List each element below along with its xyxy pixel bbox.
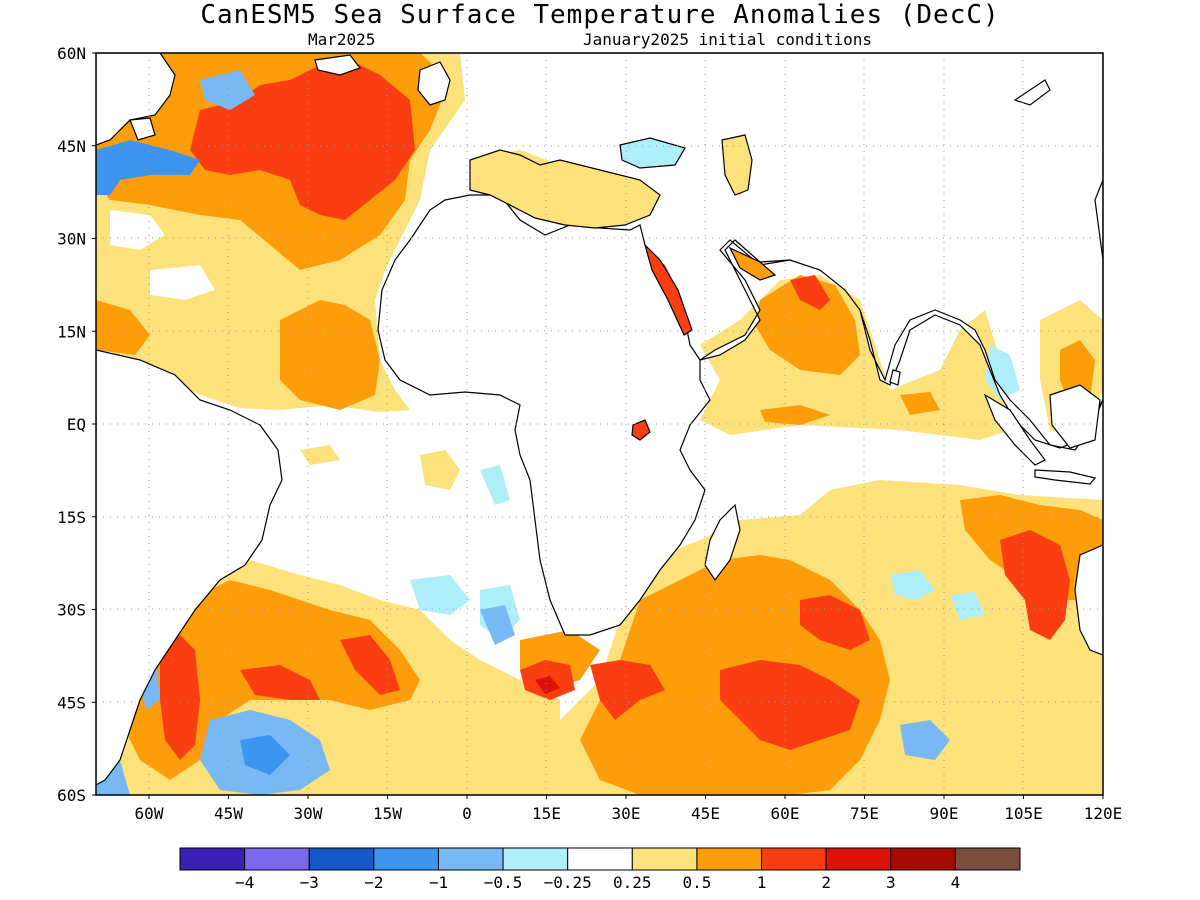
anomaly-region-satl-blue-dark	[240, 735, 290, 775]
lon-tick-label: 60W	[135, 804, 164, 823]
colorbar-label: 0.25	[613, 873, 652, 892]
lon-tick-label: 105E	[1004, 804, 1043, 823]
land-madagascar	[704, 503, 741, 582]
colorbar-swatch	[890, 847, 956, 871]
anomaly-region-natl-blue	[96, 140, 200, 195]
colorbar-swatch	[308, 847, 375, 871]
lat-tick-label: EQ	[67, 415, 86, 434]
lat-tick-label: 60N	[57, 44, 86, 63]
anomaly-region-satl-red	[160, 635, 200, 760]
land-iceland	[314, 54, 361, 76]
colorbar	[179, 847, 1021, 871]
colorbar-label: 2	[821, 873, 831, 892]
lon-tick-label: 15E	[532, 804, 561, 823]
colorbar-label: −1	[429, 873, 448, 892]
land-java	[1034, 469, 1097, 485]
anomaly-region-natl-orange-west	[96, 300, 150, 355]
colorbar-swatch	[437, 847, 504, 871]
lat-tick-label: 30S	[57, 601, 86, 620]
land-australia	[1074, 544, 1103, 656]
colorbar-swatch	[954, 847, 1021, 871]
land-sumatra	[983, 393, 1046, 466]
colorbar-label: −2	[364, 873, 383, 892]
lat-tick-label: 45S	[57, 693, 86, 712]
colorbar-swatch	[567, 847, 633, 871]
lake-victoria	[631, 419, 651, 441]
forecast-month: Mar2025	[308, 30, 376, 49]
mediterranean-sea	[469, 149, 661, 229]
lon-tick-label: 75E	[850, 804, 879, 823]
colorbar-label: −3	[300, 873, 319, 892]
lon-tick-label: 45W	[214, 804, 243, 823]
anomaly-region-sio-red	[720, 660, 860, 750]
anomaly-region-natl-lightblue	[200, 70, 255, 110]
caspian-sea	[721, 134, 753, 196]
colorbar-label: 3	[886, 873, 896, 892]
anomaly-region-bay-bengal-lightblue	[985, 345, 1020, 400]
anomaly-region-satl-red2	[240, 635, 400, 700]
land-sri-lanka	[889, 369, 901, 386]
longitude-axis: 60W 45W 30W 15W 0 15E 30E 45E 60E 75E 90E 105E 120E	[135, 795, 1123, 823]
colorbar-label: −4	[235, 873, 254, 892]
colorbar-swatch	[696, 847, 763, 871]
anomaly-region-arabian-red	[790, 275, 830, 310]
lon-tick-label: 120E	[1084, 804, 1123, 823]
colorbar-swatch	[502, 847, 569, 871]
colorbar-label: −0.5	[484, 873, 523, 892]
red-sea	[643, 242, 693, 336]
land-south-america	[96, 349, 283, 786]
lat-tick-label: 15N	[57, 322, 86, 341]
anomaly-region-eq-atl-yellow	[300, 445, 460, 490]
anomaly-region-sio-lightblue	[890, 570, 985, 620]
land-british-isles	[417, 61, 451, 106]
initial-conditions-label: January2025 initial conditions	[583, 30, 872, 49]
anomaly-region-natl-white-patch	[110, 210, 165, 250]
black-sea	[619, 137, 686, 169]
anomaly-region-arabian-orange	[755, 275, 860, 375]
colorbar-label: 0.5	[682, 873, 711, 892]
anomaly-region-satl-blue2	[480, 605, 515, 645]
colorbar-swatch	[373, 847, 439, 871]
land-eurasia-africa	[377, 53, 1103, 636]
colorbar-swatch	[825, 847, 892, 871]
anomaly-region-sio-blue	[900, 720, 950, 760]
lon-tick-label: 30W	[294, 804, 323, 823]
anomaly-region-indian-eq-orange	[760, 392, 940, 425]
lat-tick-label: 15S	[57, 508, 86, 527]
latitude-axis: 60N 45N 30N 15N EQ 15S 30S 45S 60S	[57, 44, 96, 805]
anomaly-region-satl-darkred	[535, 676, 560, 694]
anomaly-region-natl-orange-subtropical	[280, 300, 380, 410]
lon-tick-label: 45E	[691, 804, 720, 823]
colorbar-swatch	[179, 847, 246, 871]
colorbar-swatch	[761, 847, 827, 871]
persian-gulf	[728, 246, 777, 281]
colorbar-swatch	[631, 847, 698, 871]
colorbar-label: 1	[757, 873, 767, 892]
lon-tick-label: 15W	[373, 804, 402, 823]
lat-tick-label: 60S	[57, 786, 86, 805]
graticule	[96, 53, 1103, 795]
coastlines	[96, 53, 1103, 786]
anomaly-region-eq-atl-lightblue	[480, 465, 510, 505]
lat-tick-label: 30N	[57, 230, 86, 249]
lon-tick-label: 30E	[612, 804, 641, 823]
anomaly-region-natl-white-patch2	[150, 265, 215, 300]
lon-tick-label: 0	[462, 804, 472, 823]
land-siberia-fragment	[1013, 79, 1051, 106]
lat-tick-label: 45N	[57, 137, 86, 156]
lon-tick-label: 60E	[771, 804, 800, 823]
map-title: CanESM5 Sea Surface Temperature Anomalie…	[200, 0, 1000, 30]
colorbar-labels: −4 −3 −2 −1 −0.5 −0.25 0.25 0.5 1 2 3 4	[235, 873, 960, 892]
colorbar-swatch	[244, 847, 310, 871]
land-borneo	[1049, 384, 1101, 449]
anomaly-region-sio-red3	[590, 660, 665, 720]
colorbar-label: 4	[951, 873, 961, 892]
anomaly-region-sio-red-east	[1000, 530, 1070, 640]
lon-tick-label: 90E	[930, 804, 959, 823]
land-north-america	[96, 53, 176, 146]
colorbar-label: −0.25	[544, 873, 592, 892]
